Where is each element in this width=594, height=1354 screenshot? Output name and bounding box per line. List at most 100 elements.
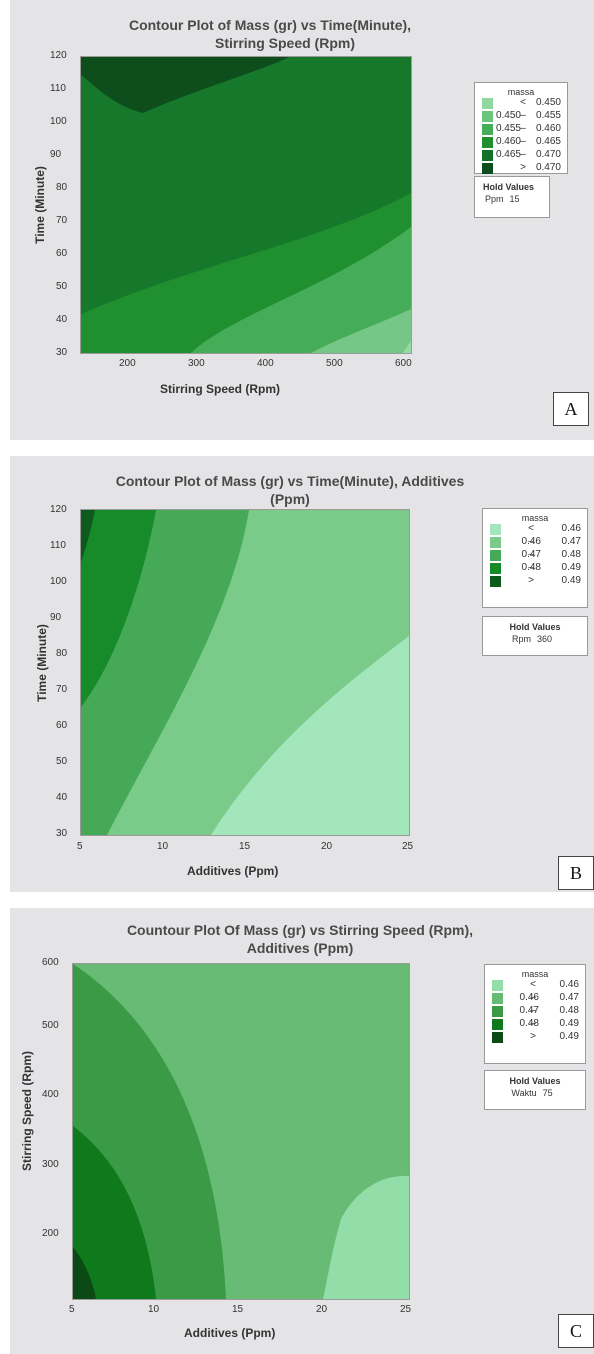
y-axis-label: Time (Minute) (35, 608, 49, 718)
panel-label: B (558, 856, 594, 890)
legend-op: – (525, 536, 537, 547)
legend-high: 0.470 (536, 162, 561, 173)
legend-item: 0.48 – 0.49 (485, 1018, 585, 1031)
y-tick: 80 (56, 648, 67, 659)
x-tick: 25 (402, 841, 413, 852)
x-tick: 500 (326, 358, 343, 369)
y-tick: 30 (56, 828, 67, 839)
chart-title-line-2: Stirring Speed (Rpm) (10, 34, 530, 52)
legend-item: 0.455 – 0.460 (475, 123, 567, 136)
plot-area (80, 509, 410, 836)
legend-high: 0.49 (562, 562, 581, 573)
legend-high: 0.46 (560, 979, 579, 990)
legend-high: 0.455 (536, 110, 561, 121)
legend-high: 0.49 (560, 1018, 579, 1029)
legend: massa < 0.46 0.46 – 0.47 0.47 – 0.48 0.4… (482, 508, 588, 608)
legend-op: > (527, 1031, 539, 1042)
legend-high: 0.48 (560, 1005, 579, 1016)
x-tick: 10 (148, 1304, 159, 1315)
legend-item: < 0.46 (483, 523, 587, 536)
y-axis-label: Stirring Speed (Rpm) (20, 1041, 34, 1181)
x-tick: 200 (119, 358, 136, 369)
legend-swatch (490, 524, 501, 535)
legend-item: 0.460 – 0.465 (475, 136, 567, 149)
x-tick: 5 (77, 841, 83, 852)
legend-item: 0.46 – 0.47 (485, 992, 585, 1005)
legend: massa < 0.46 0.46 – 0.47 0.47 – 0.48 0.4… (484, 964, 586, 1064)
legend-op: – (517, 123, 529, 134)
y-tick: 50 (56, 756, 67, 767)
legend-item: > 0.470 (475, 162, 567, 175)
legend-swatch (490, 537, 501, 548)
legend-title: massa (475, 83, 567, 97)
x-tick: 300 (188, 358, 205, 369)
hold-value: Waktu 75 (485, 1088, 585, 1098)
legend-swatch (482, 111, 493, 122)
legend-item: > 0.49 (485, 1031, 585, 1044)
hold-value: Ppm 15 (475, 194, 549, 204)
hold-values-title: Hold Values (475, 177, 549, 194)
contour-svg (73, 964, 409, 1299)
legend-item: 0.48 – 0.49 (483, 562, 587, 575)
legend-high: 0.450 (536, 97, 561, 108)
y-tick: 40 (56, 792, 67, 803)
legend-swatch (482, 150, 493, 161)
y-tick: 50 (56, 281, 67, 292)
y-tick: 100 (50, 576, 67, 587)
legend-op: – (525, 562, 537, 573)
hold-variable-name: Ppm (485, 194, 504, 204)
y-tick: 70 (56, 684, 67, 695)
plot-area (80, 56, 412, 354)
y-tick: 90 (50, 612, 61, 623)
hold-variable-value: 360 (537, 634, 552, 644)
chart-panel-c: Countour Plot Of Mass (gr) vs Stirring S… (10, 908, 594, 1354)
panel-label: A (553, 392, 589, 426)
chart-title-line-1: Contour Plot of Mass (gr) vs Time(Minute… (10, 16, 530, 34)
chart-title: Contour Plot of Mass (gr) vs Time(Minute… (10, 16, 530, 52)
y-tick: 80 (56, 182, 67, 193)
legend-op: > (525, 575, 537, 586)
legend-swatch (492, 1019, 503, 1030)
chart-title-line-1: Contour Plot of Mass (gr) vs Time(Minute… (10, 472, 570, 490)
panel-label: C (558, 1314, 594, 1348)
hold-values-box: Hold Values Rpm 360 (482, 616, 588, 656)
x-tick: 15 (239, 841, 250, 852)
legend-op: – (517, 110, 529, 121)
legend-item: 0.47 – 0.48 (483, 549, 587, 562)
legend-op: < (517, 97, 529, 108)
legend-swatch (490, 550, 501, 561)
legend-swatch (492, 1032, 503, 1043)
contour-svg (81, 57, 411, 353)
x-tick: 15 (232, 1304, 243, 1315)
y-tick: 300 (42, 1159, 59, 1170)
x-tick: 5 (69, 1304, 75, 1315)
y-tick: 30 (56, 347, 67, 358)
hold-value: Rpm 360 (483, 634, 587, 644)
y-tick: 110 (50, 540, 66, 551)
y-tick: 120 (50, 50, 67, 61)
y-tick: 400 (42, 1089, 59, 1100)
legend-swatch (492, 1006, 503, 1017)
y-tick: 60 (56, 248, 67, 259)
legend-title: massa (485, 965, 585, 979)
chart-title-line-1: Countour Plot Of Mass (gr) vs Stirring S… (10, 921, 590, 939)
y-tick: 500 (42, 1020, 59, 1031)
hold-values-title: Hold Values (485, 1071, 585, 1088)
legend-op: < (525, 523, 537, 534)
legend-high: 0.47 (562, 536, 581, 547)
contour-svg (81, 510, 409, 835)
x-axis-label: Stirring Speed (Rpm) (160, 382, 280, 396)
legend-swatch (482, 124, 493, 135)
legend-swatch (482, 98, 493, 109)
legend: massa < 0.450 0.450 – 0.455 0.455 – 0.46… (474, 82, 568, 174)
plot-area (72, 963, 410, 1300)
y-tick: 200 (42, 1228, 59, 1239)
chart-panel-a: Contour Plot of Mass (gr) vs Time(Minute… (10, 0, 594, 440)
legend-item: < 0.46 (485, 979, 585, 992)
x-tick: 25 (400, 1304, 411, 1315)
legend-op: < (527, 979, 539, 990)
legend-high: 0.47 (560, 992, 579, 1003)
y-tick: 120 (50, 504, 67, 515)
legend-swatch (482, 137, 493, 148)
legend-high: 0.46 (562, 523, 581, 534)
